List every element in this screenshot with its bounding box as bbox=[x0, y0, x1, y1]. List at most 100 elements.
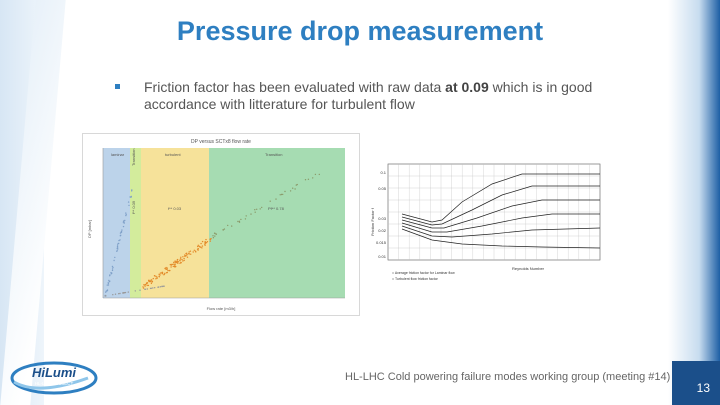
scatter-point bbox=[142, 287, 145, 289]
scatter-point bbox=[111, 269, 114, 272]
scatter-point bbox=[168, 269, 171, 272]
scatter-point bbox=[144, 283, 147, 286]
dp-scatter-points bbox=[104, 173, 320, 297]
scatter-point bbox=[119, 235, 121, 237]
scatter-point bbox=[111, 265, 114, 268]
scatter-point bbox=[152, 287, 154, 289]
scatter-point bbox=[148, 280, 150, 282]
scatter-point bbox=[212, 237, 215, 239]
scatter-point bbox=[188, 253, 190, 255]
scatter-point bbox=[318, 173, 320, 176]
scatter-point bbox=[111, 268, 114, 270]
scatter-point bbox=[151, 281, 153, 283]
scatter-point bbox=[127, 291, 129, 293]
scatter-point bbox=[256, 208, 258, 210]
moody-curve-1 bbox=[401, 173, 600, 223]
scatter-point bbox=[190, 253, 192, 255]
scatter-point bbox=[113, 259, 115, 262]
scatter-point bbox=[108, 281, 110, 283]
scatter-point bbox=[114, 293, 117, 295]
moody-y-tick-3: 0.03 bbox=[378, 216, 387, 221]
bullet-text-start: Friction factor has been evaluated with … bbox=[144, 79, 446, 95]
scatter-point bbox=[117, 248, 119, 250]
scatter-point bbox=[193, 249, 195, 251]
moody-curve-6 bbox=[401, 228, 601, 249]
scatter-point bbox=[156, 276, 158, 278]
scatter-point bbox=[180, 262, 182, 264]
bullet-marker bbox=[115, 84, 120, 89]
scatter-point bbox=[116, 246, 119, 248]
scatter-point bbox=[294, 188, 296, 190]
region-transition-2 bbox=[209, 148, 345, 298]
scatter-point bbox=[159, 286, 162, 288]
scatter-point bbox=[222, 229, 224, 231]
scatter-point bbox=[237, 220, 239, 223]
scatter-point bbox=[123, 222, 125, 224]
scatter-point bbox=[139, 289, 141, 291]
page-number: 13 bbox=[696, 381, 710, 395]
dp-chart-svg: DP versus SCTx8 flow rate laminar Transi… bbox=[87, 139, 345, 311]
scatter-point bbox=[284, 190, 286, 193]
scatter-point bbox=[173, 261, 175, 264]
scatter-point bbox=[196, 248, 199, 250]
scatter-point bbox=[128, 204, 130, 207]
scatter-point bbox=[269, 200, 271, 202]
scatter-point bbox=[176, 261, 178, 263]
moody-curve-3 bbox=[401, 199, 600, 229]
hilumi-logo: HiLumi HL-LHC PROJECT bbox=[10, 361, 98, 395]
scatter-point bbox=[185, 255, 187, 257]
left-decor-band bbox=[0, 0, 44, 405]
scatter-point bbox=[125, 212, 127, 214]
logo-swoosh bbox=[13, 376, 89, 390]
scatter-point bbox=[174, 265, 176, 267]
region-label-turbulent: turbulent bbox=[165, 152, 181, 157]
scatter-point bbox=[165, 266, 167, 269]
scatter-point bbox=[183, 259, 185, 262]
scatter-point bbox=[192, 251, 194, 253]
scatter-point bbox=[119, 239, 121, 241]
scatter-point bbox=[127, 201, 130, 203]
scatter-point bbox=[119, 232, 122, 234]
bullet-emphasis: at 0.09 bbox=[445, 79, 489, 95]
page-number-box: 13 bbox=[672, 361, 720, 405]
scatter-point bbox=[106, 289, 109, 291]
scatter-point bbox=[123, 292, 125, 294]
scatter-point bbox=[206, 241, 209, 243]
scatter-point bbox=[159, 272, 162, 274]
moody-y-tick-2: 0.05 bbox=[378, 186, 387, 191]
slide-title: Pressure drop measurement bbox=[176, 16, 544, 46]
scatter-point bbox=[118, 239, 120, 242]
logo-subtitle: HL-LHC PROJECT bbox=[35, 381, 74, 386]
scatter-point bbox=[158, 275, 160, 277]
scatter-point bbox=[231, 225, 233, 227]
scatter-point bbox=[143, 284, 145, 286]
scatter-point bbox=[119, 292, 121, 295]
moody-y-tick-4: 0.02 bbox=[378, 228, 387, 233]
scatter-point bbox=[179, 262, 181, 264]
scatter-point bbox=[209, 238, 211, 241]
dp-x-label: Flow rate [m3/h] bbox=[207, 306, 236, 311]
scatter-point bbox=[177, 261, 179, 264]
scatter-point bbox=[170, 266, 172, 268]
scatter-point bbox=[259, 208, 261, 210]
scatter-point bbox=[275, 198, 277, 200]
scatter-point bbox=[174, 260, 176, 262]
right-decor-band bbox=[668, 0, 720, 405]
scatter-point bbox=[142, 286, 144, 288]
scatter-point bbox=[174, 263, 176, 265]
moody-curve-4 bbox=[401, 213, 600, 233]
moody-svg: 0.1 0.05 0.03 0.02 0.015 0.01 Friction F… bbox=[370, 163, 601, 281]
scatter-point bbox=[146, 284, 148, 287]
scatter-point bbox=[131, 190, 133, 192]
scatter-point bbox=[150, 282, 153, 285]
scatter-point bbox=[227, 224, 229, 227]
scatter-point bbox=[110, 273, 113, 275]
scatter-point bbox=[245, 215, 247, 217]
scatter-point bbox=[179, 258, 182, 260]
scatter-point bbox=[121, 229, 123, 231]
moody-y-label: Friction Factor f bbox=[370, 207, 375, 236]
scatter-point bbox=[152, 277, 154, 280]
scatter-point bbox=[163, 274, 165, 276]
scatter-point bbox=[204, 242, 206, 245]
moody-curve-2 bbox=[401, 185, 600, 226]
